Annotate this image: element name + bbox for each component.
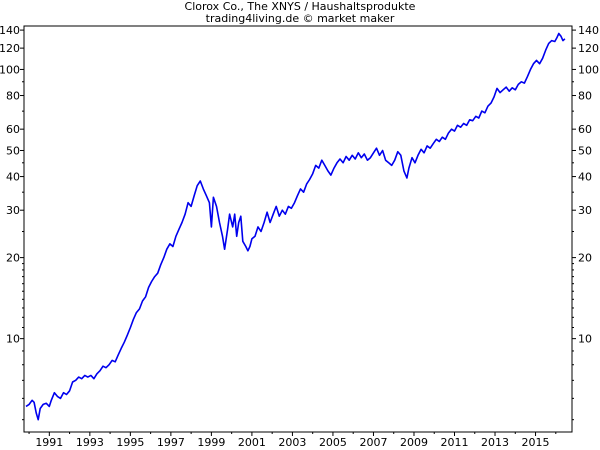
y-tick-label-left: 60 xyxy=(6,123,20,136)
x-axis: 1991 1993 1995 1997 1999 2001 2003 2005 2007 2009… xyxy=(28,432,557,449)
y-tick-label-right: 100 xyxy=(578,63,599,76)
y-tick-label-right: 40 xyxy=(578,171,592,184)
x-tick-label: 2011 xyxy=(440,436,468,449)
y-tick-label-right: 120 xyxy=(578,42,599,55)
y-tick-label-right: 20 xyxy=(578,252,592,265)
y-tick-label-left: 40 xyxy=(6,171,20,184)
y-axis-left: 10 20 30 40 50 60 80 100 120 140 xyxy=(0,24,24,421)
x-tick-label: 1993 xyxy=(76,436,104,449)
x-tick-label: 2015 xyxy=(522,436,550,449)
y-tick-label-left: 50 xyxy=(6,144,20,157)
y-tick-label-left: 80 xyxy=(6,90,20,103)
x-tick-label: 1995 xyxy=(116,436,144,449)
series-layer xyxy=(25,32,566,421)
y-tick-label-left: 120 xyxy=(0,42,20,55)
y-tick-label-right: 80 xyxy=(578,90,592,103)
x-tick-label: 2003 xyxy=(278,436,306,449)
y-tick-label-right: 140 xyxy=(578,24,599,37)
y-tick-label-right: 10 xyxy=(578,333,592,346)
y-tick-label-left: 30 xyxy=(6,204,20,217)
y-tick-label-left: 100 xyxy=(0,63,20,76)
y-tick-label-right: 30 xyxy=(578,204,592,217)
chart-subtitle: trading4living.de © market maker xyxy=(206,12,395,25)
x-tick-label: 2007 xyxy=(359,436,387,449)
x-tick-label: 2001 xyxy=(238,436,266,449)
y-tick-label-left: 20 xyxy=(6,252,20,265)
y-tick-label-left: 140 xyxy=(0,24,20,37)
chart-title: Clorox Co., The XNYS / Haushaltsprodukte xyxy=(185,0,416,13)
y-axis-right: 10 20 30 40 50 60 80 100 120 140 xyxy=(572,24,599,421)
x-tick-label: 1997 xyxy=(157,436,185,449)
x-tick-label: 2009 xyxy=(400,436,428,449)
x-tick-label: 1999 xyxy=(197,436,225,449)
y-tick-label-left: 10 xyxy=(6,333,20,346)
y-tick-label-right: 60 xyxy=(578,123,592,136)
x-tick-label: 2005 xyxy=(319,436,347,449)
price-line xyxy=(25,32,566,421)
x-tick-label: 1991 xyxy=(35,436,63,449)
y-tick-label-right: 50 xyxy=(578,144,592,157)
plot-frame xyxy=(23,25,573,433)
x-tick-label: 2013 xyxy=(481,436,509,449)
